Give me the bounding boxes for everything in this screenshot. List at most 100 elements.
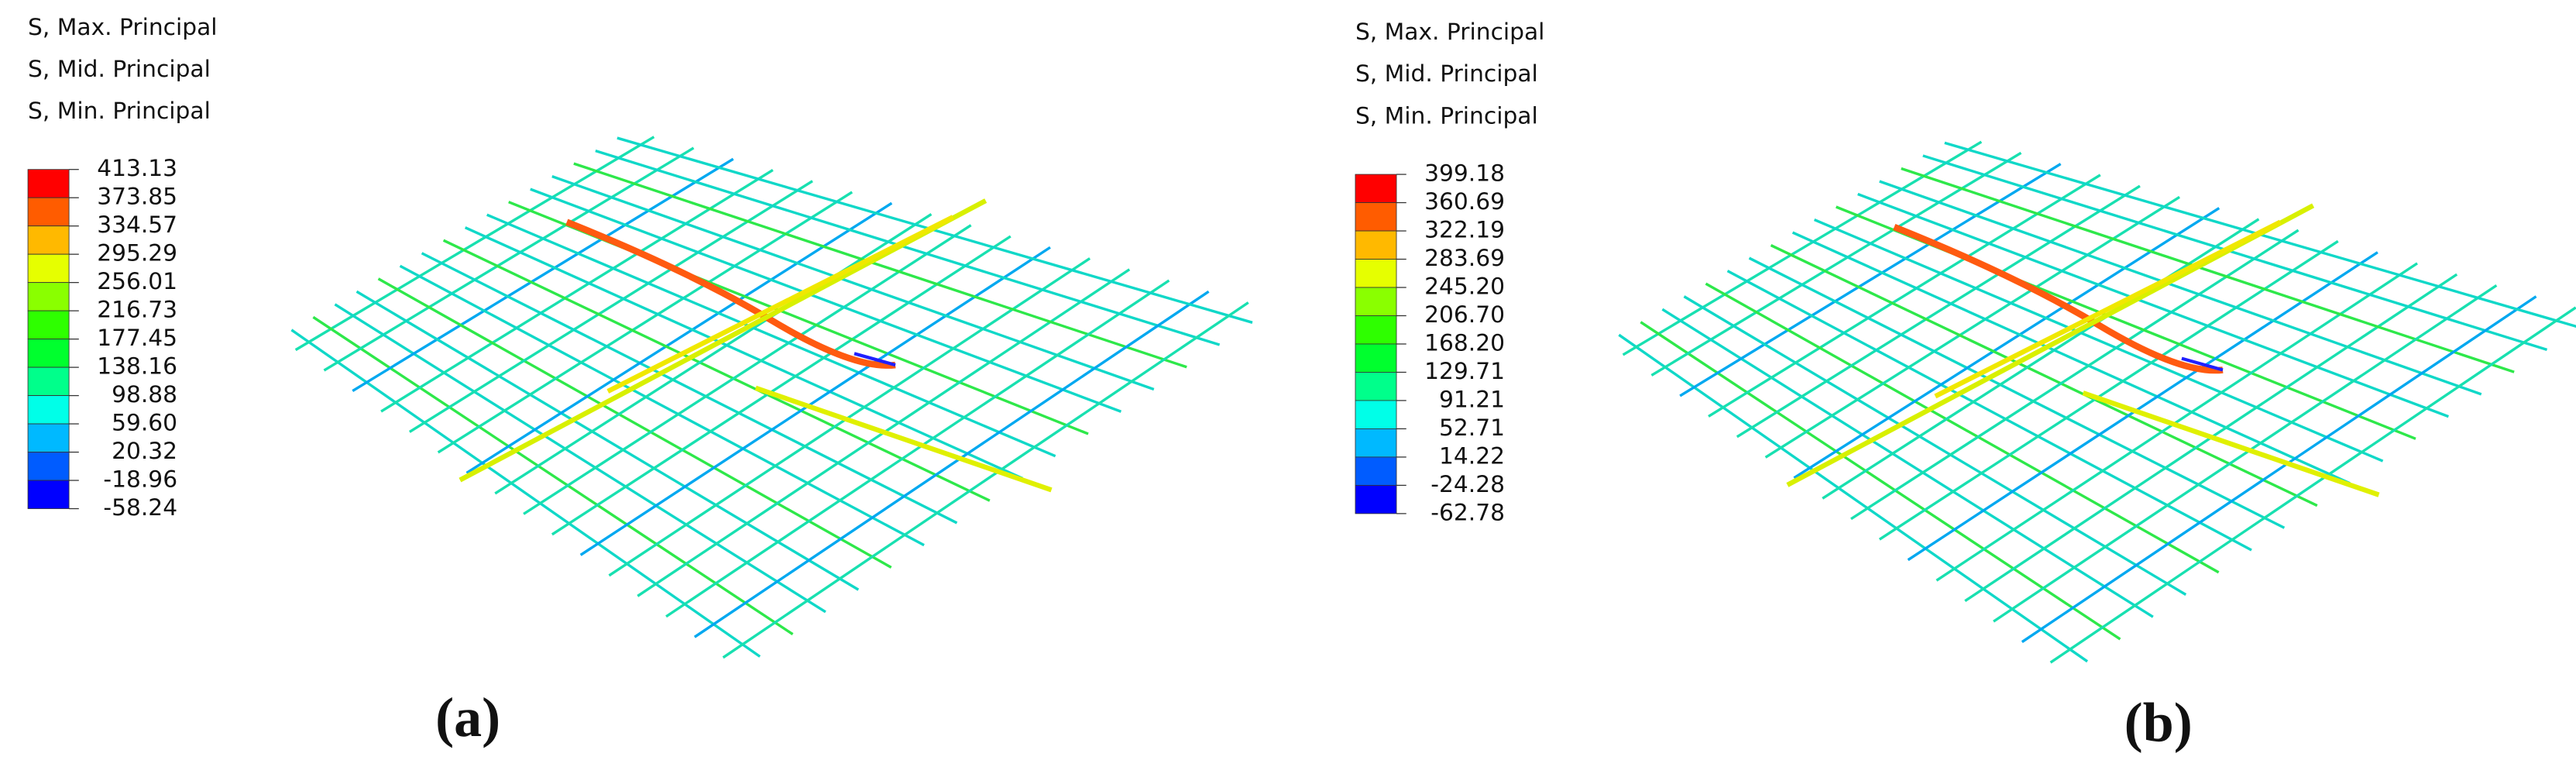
rebar bbox=[1708, 174, 2101, 418]
rebar bbox=[551, 175, 1155, 391]
colorbar-label: 14.22 bbox=[1439, 442, 1505, 470]
colorbar-label: 20.32 bbox=[112, 438, 177, 465]
legend-title: S, Max. Principal bbox=[1355, 19, 1544, 46]
rebar bbox=[377, 277, 892, 569]
colorbar-label: 360.69 bbox=[1424, 188, 1505, 215]
rebar bbox=[494, 213, 933, 495]
colorbar-segment bbox=[1355, 343, 1397, 373]
colorbar-segment bbox=[27, 169, 70, 198]
rebar bbox=[399, 264, 925, 547]
rebar bbox=[465, 201, 893, 474]
colorbar-segment bbox=[1355, 372, 1397, 401]
rebar bbox=[352, 157, 734, 393]
rebar bbox=[1935, 262, 2418, 582]
rebar bbox=[421, 252, 958, 525]
rebar bbox=[1813, 218, 2384, 463]
rebar bbox=[1679, 163, 2062, 397]
colorbar-segment bbox=[1355, 456, 1397, 486]
colorbar-label: 322.19 bbox=[1424, 217, 1505, 244]
colorbar-label: 283.69 bbox=[1424, 245, 1505, 272]
colorbar-segment bbox=[1355, 202, 1397, 232]
rebar bbox=[1748, 256, 2286, 529]
legend-title: S, Mid. Principal bbox=[1355, 60, 1538, 88]
colorbar-segment bbox=[1355, 287, 1397, 316]
rebar bbox=[1993, 284, 2498, 623]
rebar bbox=[1878, 239, 2339, 541]
colorbar-segment bbox=[27, 452, 70, 481]
colorbar-label: 138.16 bbox=[97, 353, 177, 380]
rebar bbox=[486, 213, 1056, 458]
colorbar-label: 413.13 bbox=[97, 155, 177, 182]
colorbar-label: -24.28 bbox=[1431, 471, 1505, 498]
rebar bbox=[608, 257, 1091, 577]
rebar bbox=[1622, 140, 1983, 356]
rebar bbox=[1736, 184, 2141, 439]
colorbar-label: 91.21 bbox=[1439, 386, 1505, 413]
rebar bbox=[408, 180, 813, 433]
colorbar-segment bbox=[27, 197, 70, 227]
rebar bbox=[595, 149, 1221, 346]
rebar bbox=[1640, 321, 2121, 641]
rebar bbox=[551, 235, 1012, 536]
colorbar-segment bbox=[27, 253, 70, 284]
high-stress bbox=[606, 215, 954, 394]
high-stress bbox=[1934, 219, 2282, 399]
colorbar-segment bbox=[1355, 259, 1397, 288]
rebar bbox=[323, 146, 695, 372]
colorbar-segment bbox=[27, 310, 70, 340]
rebar bbox=[294, 136, 655, 352]
legend-title: S, Min. Principal bbox=[28, 98, 211, 125]
rebar bbox=[523, 224, 972, 515]
colorbar-label: 216.73 bbox=[97, 297, 177, 324]
rebar bbox=[1822, 218, 2260, 500]
rebar bbox=[579, 246, 1051, 556]
rebar bbox=[442, 239, 991, 502]
rebar bbox=[1907, 251, 2379, 562]
rebar bbox=[1922, 154, 2548, 352]
colorbar-label: 295.29 bbox=[97, 240, 177, 267]
colorbar-label: -62.78 bbox=[1431, 499, 1505, 526]
rebar bbox=[665, 279, 1170, 618]
colorbar-label: 177.45 bbox=[97, 325, 177, 352]
rebar bbox=[312, 315, 794, 636]
rebar-mesh bbox=[290, 136, 1253, 659]
colorbar-segment bbox=[1355, 484, 1397, 514]
colorbar-label: -58.24 bbox=[103, 494, 177, 521]
caption: (a) bbox=[435, 686, 500, 748]
rebar bbox=[1901, 167, 2515, 373]
rebar bbox=[1661, 308, 2154, 618]
colorbar-segment bbox=[1355, 400, 1397, 429]
colorbar-label: 129.71 bbox=[1424, 358, 1505, 385]
colorbar-segment bbox=[1355, 428, 1397, 458]
colorbar-label: 256.01 bbox=[97, 268, 177, 295]
rebar bbox=[530, 188, 1122, 413]
colorbar-label: -18.96 bbox=[103, 466, 177, 494]
colorbar-label: 245.20 bbox=[1424, 274, 1505, 301]
rebar bbox=[1726, 270, 2252, 552]
colorbar-segment bbox=[1355, 174, 1397, 203]
rebar bbox=[573, 162, 1187, 369]
rebar bbox=[1650, 151, 2022, 377]
rebar bbox=[464, 226, 1023, 480]
rebar bbox=[2049, 306, 2576, 664]
rebar bbox=[1683, 295, 2187, 596]
legend-title: S, Min. Principal bbox=[1355, 102, 1538, 129]
low-stress bbox=[854, 352, 896, 367]
rebar bbox=[290, 329, 761, 658]
colorbar-segment bbox=[27, 282, 70, 311]
colorbar-segment bbox=[27, 366, 70, 396]
colorbar-segment bbox=[27, 395, 70, 425]
legend-title: S, Mid. Principal bbox=[28, 56, 211, 83]
rebar bbox=[2021, 295, 2537, 643]
rebar bbox=[1791, 231, 2351, 485]
low-stress bbox=[2181, 356, 2224, 372]
rebar bbox=[334, 303, 826, 614]
rebar bbox=[1793, 207, 2221, 480]
rebar bbox=[1770, 244, 2318, 507]
rebar bbox=[1764, 195, 2180, 459]
caption: (b) bbox=[2124, 691, 2193, 753]
rebar bbox=[693, 290, 1210, 638]
colorbar-segment bbox=[27, 339, 70, 368]
